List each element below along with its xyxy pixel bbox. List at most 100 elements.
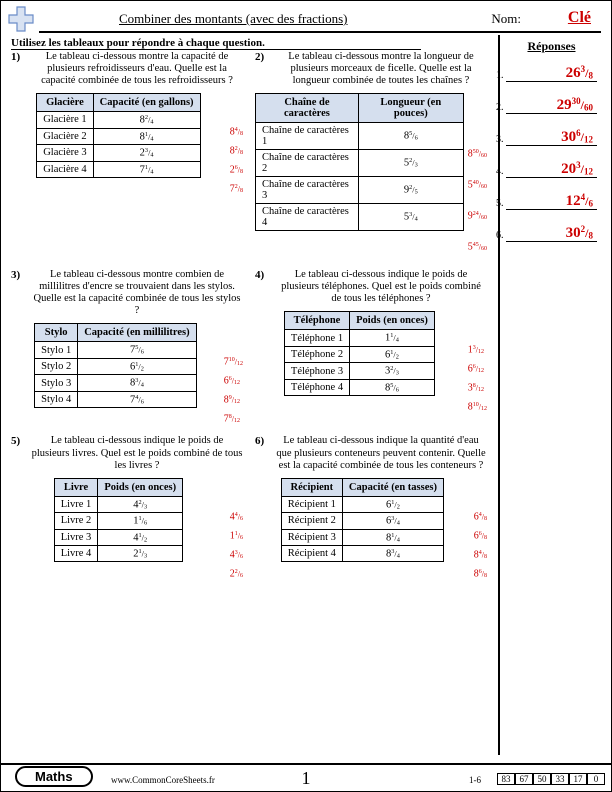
answer-value: 302/8: [566, 225, 597, 241]
questions-area: 1) Le tableau ci-dessous montre la capac…: [11, 51, 491, 590]
table-header: Capacité (en tasses): [342, 478, 443, 496]
page-number: 1: [302, 768, 311, 789]
table-row: Stylo 474/6: [35, 391, 196, 407]
row-label: Livre 4: [54, 545, 98, 561]
converted-value: 850/60: [468, 137, 487, 168]
score-cell: 0: [587, 773, 605, 785]
row-value: 53/4: [358, 204, 463, 231]
row-value: 75/6: [78, 342, 196, 358]
question-number: 2): [255, 51, 273, 63]
answer-line: 1. 263/8: [506, 64, 597, 82]
row-value: 21/3: [98, 545, 183, 561]
name-label: Nom:: [491, 11, 521, 27]
converted-column: 850/60540/60924/60545/60: [468, 137, 487, 261]
score-cell: 50: [533, 773, 551, 785]
row-value: 83/4: [78, 375, 196, 391]
row-value: 85/6: [350, 379, 435, 395]
table-row: Récipient 381/4: [281, 529, 443, 545]
converted-value: 84/8: [230, 121, 243, 140]
table-row: Téléphone 485/6: [284, 379, 434, 395]
table-row: Livre 421/3: [54, 545, 182, 561]
table-header: Capacité (en millilitres): [78, 324, 196, 342]
table-row: Récipient 483/4: [281, 545, 443, 561]
table-row: Chaîne de caractères 252/3: [256, 150, 464, 177]
row-value: 11/6: [98, 513, 183, 529]
question-text: Le tableau ci-dessous indique le poids d…: [31, 435, 243, 471]
answer-value: 263/8: [566, 65, 597, 81]
data-table: LivrePoids (en onces)Livre 142/3Livre 21…: [54, 478, 183, 563]
converted-column: 84/882/826/872/8: [230, 121, 243, 197]
converted-value: 26/8: [230, 159, 243, 178]
table-header: Chaîne de caractères: [256, 94, 359, 123]
table-row: Téléphone 332/3: [284, 363, 434, 379]
converted-value: 66/12: [468, 358, 487, 377]
row-value: 81/4: [342, 529, 443, 545]
row-value: 41/2: [98, 529, 183, 545]
question-number: 6): [255, 435, 273, 447]
converted-value: 78/12: [224, 408, 243, 427]
question-text: Le tableau ci-dessous montre combien de …: [31, 269, 243, 317]
row-label: Glacière 3: [37, 145, 93, 161]
row-label: Livre 2: [54, 513, 98, 529]
answer-number: 2.: [496, 102, 504, 113]
row-value: 83/4: [342, 545, 443, 561]
row-label: Téléphone 3: [284, 363, 349, 379]
row-label: Téléphone 2: [284, 346, 349, 362]
question-block: 1) Le tableau ci-dessous montre la capac…: [11, 51, 243, 261]
row-label: Récipient 3: [281, 529, 342, 545]
footer: Maths www.CommonCoreSheets.fr 1 1-6 8367…: [1, 763, 611, 791]
table-header: Récipient: [281, 478, 342, 496]
table-row: Téléphone 261/2: [284, 346, 434, 362]
data-table: RécipientCapacité (en tasses)Récipient 1…: [281, 478, 444, 563]
table-header: Poids (en onces): [98, 478, 183, 496]
row-label: Stylo 4: [35, 391, 78, 407]
table-row: Livre 341/2: [54, 529, 182, 545]
answer-value: 2930/60: [557, 97, 597, 113]
logo-cross-icon: [7, 5, 35, 33]
header-bar: Combiner des montants (avec des fraction…: [39, 11, 601, 33]
answer-value: 124/6: [566, 193, 597, 209]
data-table: TéléphonePoids (en onces)Téléphone 111/4…: [284, 311, 435, 396]
table-row: Livre 211/6: [54, 513, 182, 529]
converted-value: 810/12: [468, 396, 487, 415]
table-row: Chaîne de caractères 392/5: [256, 177, 464, 204]
question-number: 4): [255, 269, 273, 281]
worksheet-page: Combiner des montants (avec des fraction…: [0, 0, 612, 792]
converted-value: 82/8: [230, 140, 243, 159]
table-header: Stylo: [35, 324, 78, 342]
table-row: Glacière 281/4: [37, 128, 200, 144]
subject-badge: Maths: [15, 766, 93, 787]
table-header: Livre: [54, 478, 98, 496]
answers-column: Réponses 1. 263/8 2. 2930/60 3. 306/12 4…: [498, 35, 603, 755]
table-row: Téléphone 111/4: [284, 330, 434, 346]
answer-number: 1.: [496, 70, 504, 81]
converted-value: 710/12: [224, 351, 243, 370]
row-label: Récipient 2: [281, 513, 342, 529]
row-label: Récipient 1: [281, 496, 342, 512]
converted-column: 44/611/643/622/6: [230, 506, 243, 582]
converted-value: 72/8: [230, 178, 243, 197]
converted-value: 13/12: [468, 339, 487, 358]
worksheet-title: Combiner des montants (avec des fraction…: [119, 11, 348, 27]
question-block: 4) Le tableau ci-dessous indique le poid…: [255, 269, 487, 427]
converted-value: 924/60: [468, 199, 487, 230]
converted-column: 64/866/884/886/8: [474, 506, 487, 582]
row-label: Livre 1: [54, 496, 98, 512]
table-wrap: RécipientCapacité (en tasses)Récipient 1…: [255, 476, 487, 582]
row-value: 81/4: [93, 128, 200, 144]
row-label: Téléphone 4: [284, 379, 349, 395]
score-cell: 67: [515, 773, 533, 785]
table-wrap: Chaîne de caractèresLongueur (en pouces)…: [255, 91, 487, 261]
question-number: 1): [11, 51, 29, 63]
question-block: 6) Le tableau ci-dessous indique la quan…: [255, 435, 487, 581]
table-wrap: LivrePoids (en onces)Livre 142/3Livre 21…: [11, 476, 243, 582]
answer-line: 5. 124/6: [506, 192, 597, 210]
row-label: Chaîne de caractères 2: [256, 150, 359, 177]
question-row: 5) Le tableau ci-dessous indique le poid…: [11, 435, 491, 581]
row-label: Téléphone 1: [284, 330, 349, 346]
converted-value: 66/8: [474, 525, 487, 544]
data-table: GlacièreCapacité (en gallons)Glacière 18…: [36, 93, 200, 178]
table-row: Récipient 263/4: [281, 513, 443, 529]
question-text: Le tableau ci-dessous montre la longueur…: [275, 51, 487, 87]
answer-number: 6.: [496, 230, 504, 241]
